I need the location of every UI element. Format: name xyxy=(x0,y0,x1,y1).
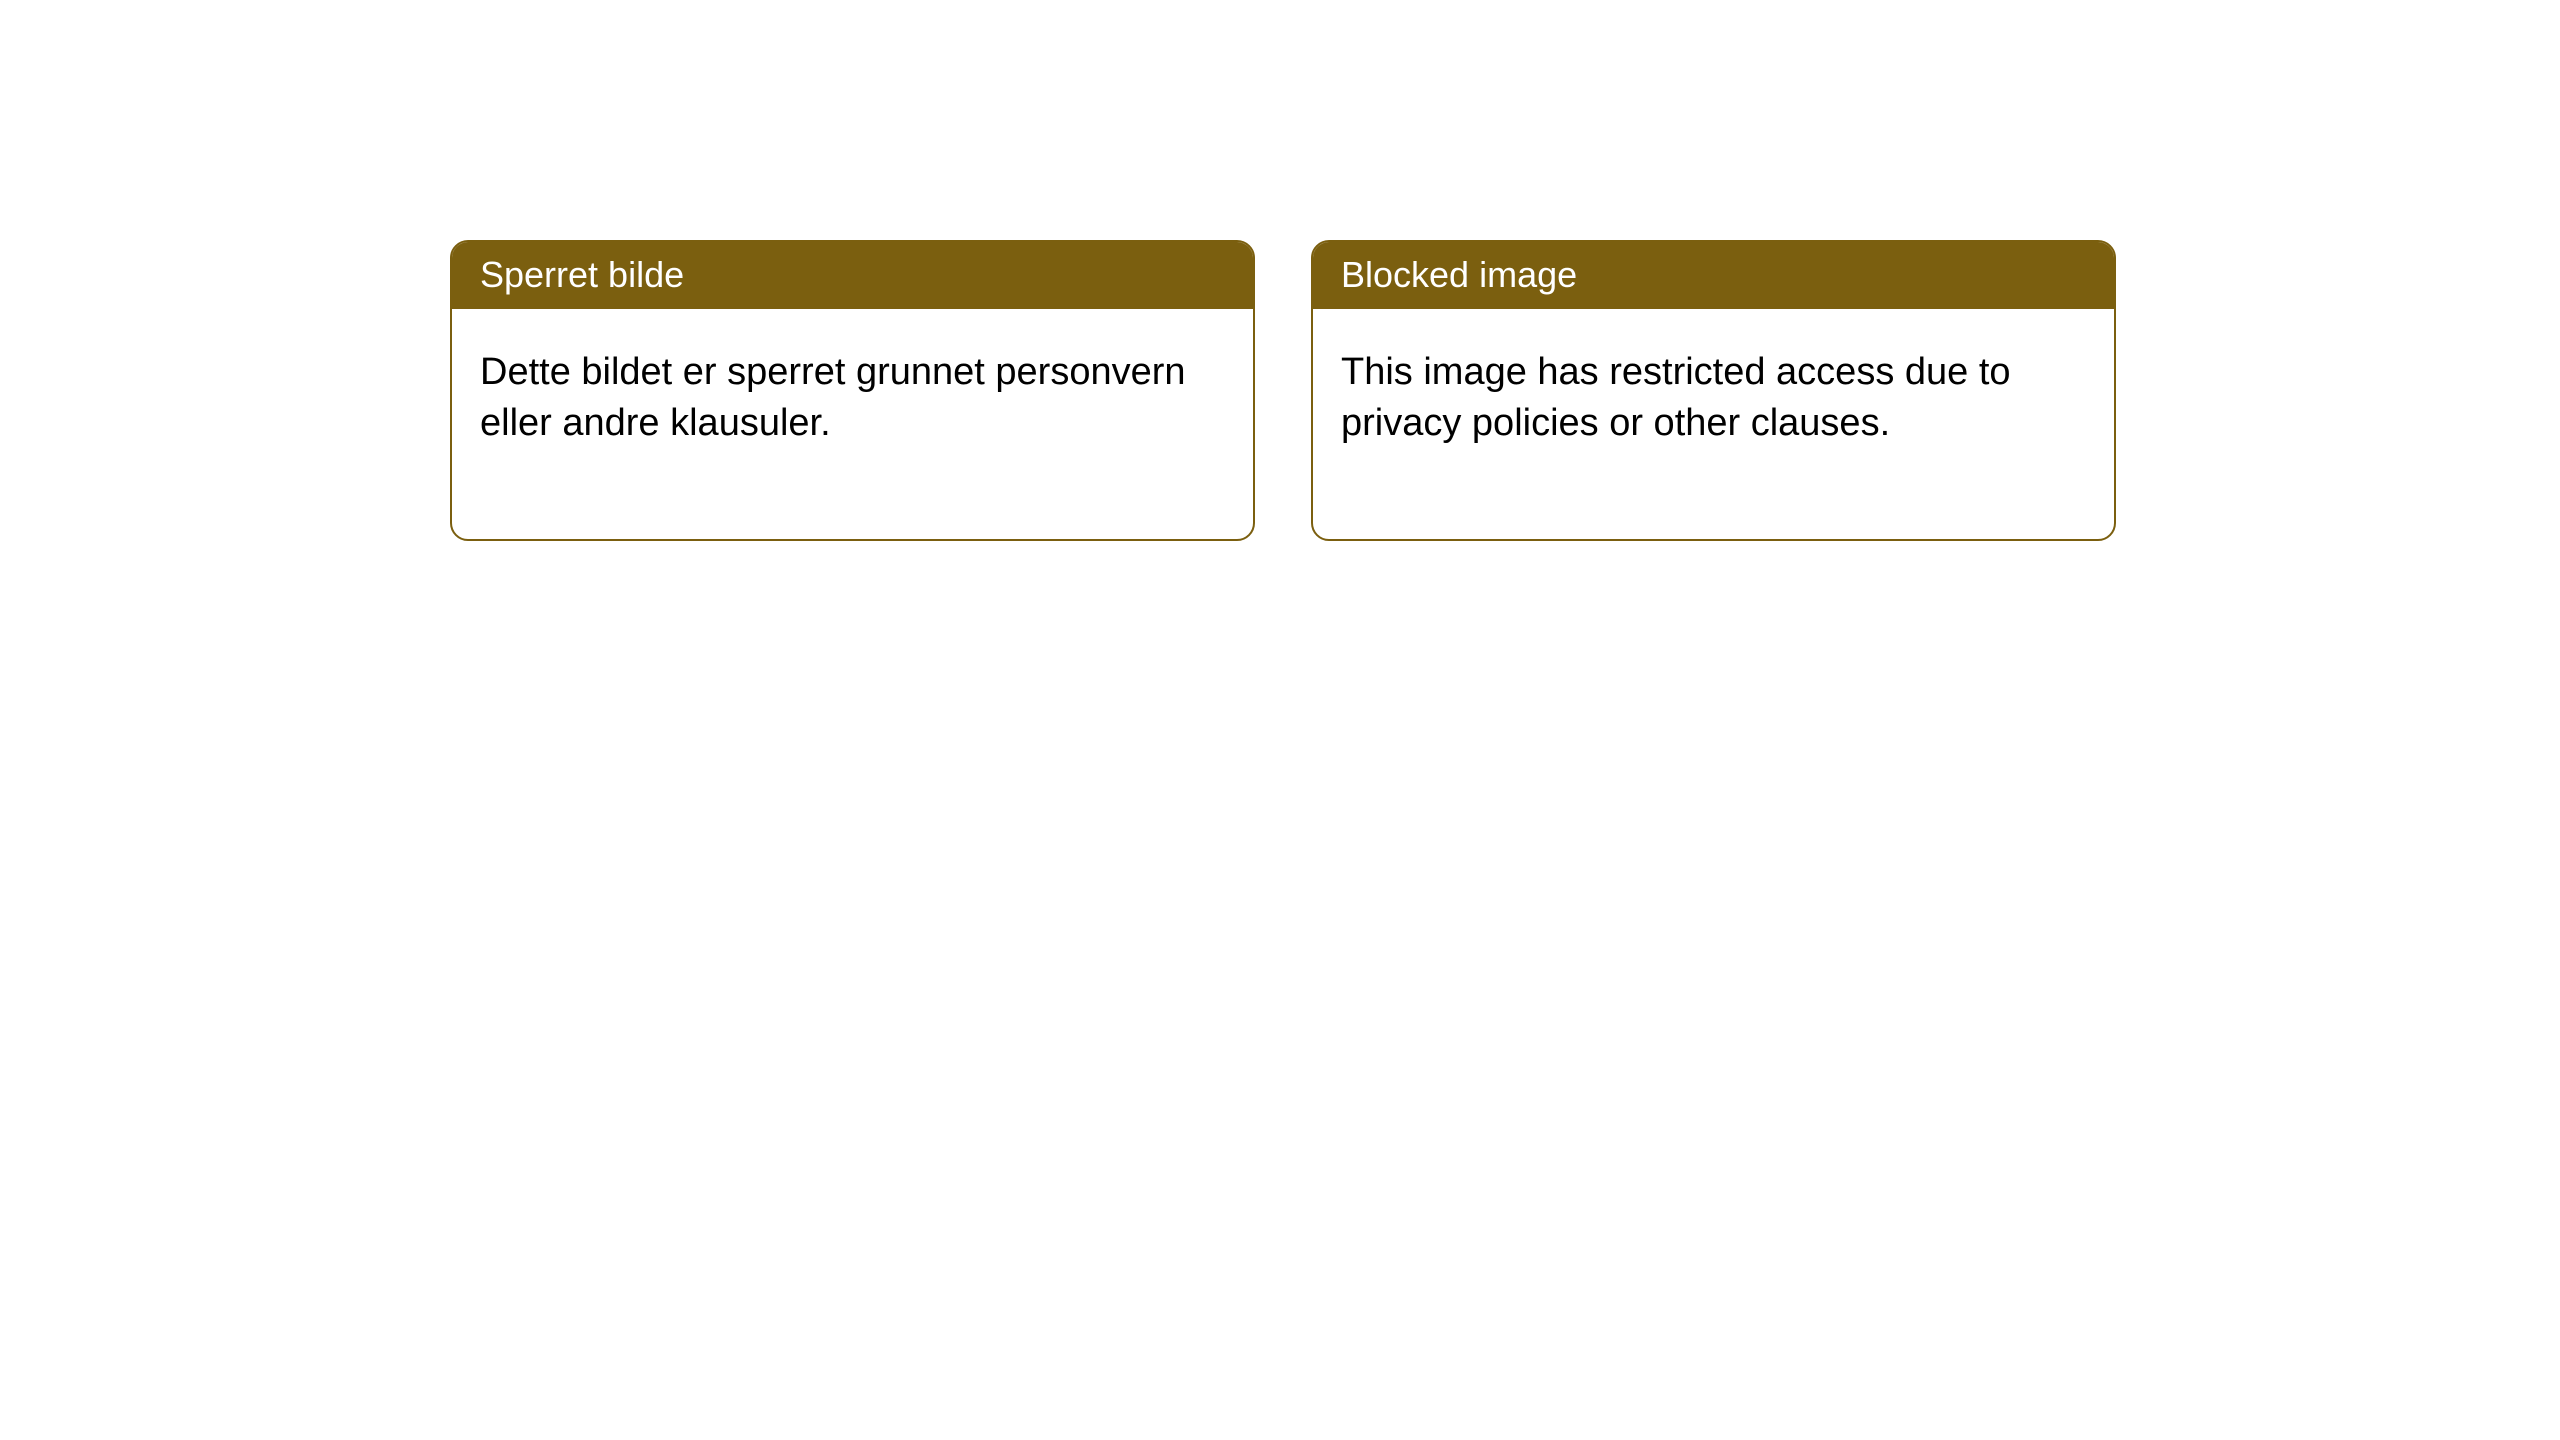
notice-body: This image has restricted access due to … xyxy=(1313,309,2114,539)
notice-body: Dette bildet er sperret grunnet personve… xyxy=(452,309,1253,539)
notice-header: Sperret bilde xyxy=(452,242,1253,309)
notice-card-english: Blocked image This image has restricted … xyxy=(1311,240,2116,541)
notice-container: Sperret bilde Dette bildet er sperret gr… xyxy=(450,240,2116,541)
notice-card-norwegian: Sperret bilde Dette bildet er sperret gr… xyxy=(450,240,1255,541)
notice-header: Blocked image xyxy=(1313,242,2114,309)
